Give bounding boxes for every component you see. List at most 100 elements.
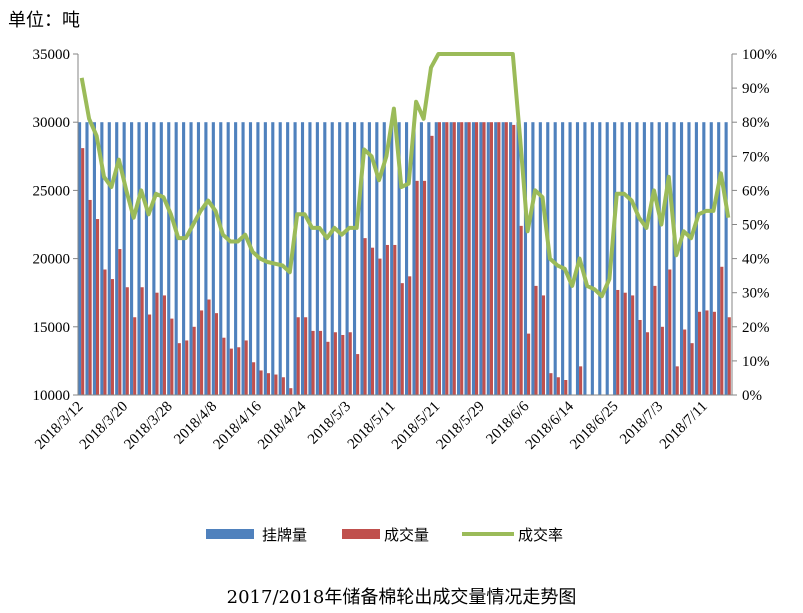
bar-listed xyxy=(137,122,141,395)
x-tick-label: 2018/7/11 xyxy=(657,399,711,453)
bar-listed xyxy=(182,122,186,395)
bar-listed xyxy=(226,122,230,395)
axes-layer xyxy=(73,53,737,396)
bar-listed xyxy=(546,122,550,395)
bar-traded xyxy=(311,330,315,395)
bar-listed xyxy=(315,122,319,395)
bar-traded xyxy=(556,377,560,395)
bar-listed xyxy=(561,122,565,395)
bar-listed xyxy=(390,122,394,395)
bar-listed xyxy=(531,122,535,395)
bar-listed xyxy=(115,122,119,395)
bar-traded xyxy=(504,122,508,395)
bar-traded xyxy=(341,334,345,395)
bar-listed xyxy=(583,122,587,395)
bar-listed xyxy=(665,122,669,395)
bar-listed xyxy=(300,122,305,395)
bar-traded xyxy=(281,377,285,395)
bar-traded xyxy=(519,225,523,395)
bar-listed xyxy=(709,122,713,395)
bar-listed xyxy=(338,122,342,395)
bar-listed xyxy=(516,122,520,395)
bar-listed xyxy=(620,122,624,395)
bar-traded xyxy=(103,269,107,395)
bar-traded xyxy=(326,341,330,395)
bar-traded xyxy=(222,337,226,395)
bar-listed xyxy=(412,122,416,395)
bar-traded xyxy=(162,295,166,395)
bar-traded xyxy=(430,135,434,395)
bar-listed xyxy=(308,122,312,395)
bar-listed xyxy=(538,122,542,395)
bar-traded xyxy=(177,343,181,395)
bar-traded xyxy=(125,287,129,395)
right-tick-label: 60% xyxy=(742,183,770,199)
x-tick-label: 2018/3/12 xyxy=(32,399,86,453)
bar-traded xyxy=(645,332,650,395)
bar-traded xyxy=(445,122,449,395)
bar-traded xyxy=(638,319,642,395)
bar-listed xyxy=(397,122,401,395)
bar-listed xyxy=(523,122,528,395)
bar-listed xyxy=(360,122,364,395)
bar-listed xyxy=(189,122,193,395)
bar-traded xyxy=(497,122,501,395)
bar-traded xyxy=(422,180,427,395)
bar-traded xyxy=(370,247,375,395)
bar-traded xyxy=(266,373,271,395)
bar-traded xyxy=(214,313,219,395)
bar-listed xyxy=(642,122,646,395)
bar-traded xyxy=(579,366,583,395)
left-tick-label: 10000 xyxy=(33,388,71,404)
bar-traded xyxy=(192,326,196,395)
bar-listed xyxy=(271,122,275,395)
bar-traded xyxy=(437,122,441,395)
bar-listed xyxy=(263,122,267,395)
bar-listed xyxy=(553,122,557,395)
bar-traded xyxy=(110,279,114,395)
bar-listed xyxy=(427,122,431,395)
bar-listed xyxy=(241,122,245,395)
bar-traded xyxy=(363,238,367,395)
bar-traded xyxy=(512,124,516,395)
legend-label-listed: 挂牌量 xyxy=(262,526,307,544)
bar-traded xyxy=(415,180,419,395)
bar-traded xyxy=(393,244,397,395)
legend-label-traded: 成交量 xyxy=(384,526,429,544)
bar-listed xyxy=(286,122,290,395)
bar-traded xyxy=(118,249,122,395)
bar-listed xyxy=(457,122,461,395)
bar-traded xyxy=(408,276,412,395)
bar-traded xyxy=(460,122,464,395)
bar-listed xyxy=(598,122,602,395)
left-tick-label: 30000 xyxy=(33,115,71,131)
legend-label-rate: 成交率 xyxy=(518,526,563,544)
bar-listed xyxy=(605,122,609,395)
bar-traded xyxy=(720,266,724,395)
bar-listed xyxy=(278,122,282,395)
bar-traded xyxy=(712,311,716,395)
bar-traded xyxy=(289,388,293,395)
bar-listed xyxy=(152,122,156,395)
legend-swatch-listed xyxy=(206,529,254,539)
bar-traded xyxy=(155,292,159,395)
bar-listed xyxy=(702,122,706,395)
bar-traded xyxy=(185,340,189,395)
bar-traded xyxy=(252,362,256,395)
bar-listed xyxy=(479,122,483,395)
bar-listed xyxy=(575,122,580,395)
bar-traded xyxy=(378,258,382,395)
bar-traded xyxy=(296,317,300,395)
bar-traded xyxy=(170,318,174,395)
right-tick-label: 40% xyxy=(742,252,770,268)
bar-traded xyxy=(683,329,687,395)
bar-traded xyxy=(133,317,137,395)
bar-traded xyxy=(616,289,620,395)
right-tick-label: 50% xyxy=(742,218,770,234)
bar-traded xyxy=(660,326,664,395)
rate-line-layer xyxy=(79,52,731,299)
bar-traded xyxy=(697,311,702,395)
left-tick-label: 35000 xyxy=(33,47,71,63)
bar-listed xyxy=(174,122,178,395)
bar-listed xyxy=(330,122,334,395)
